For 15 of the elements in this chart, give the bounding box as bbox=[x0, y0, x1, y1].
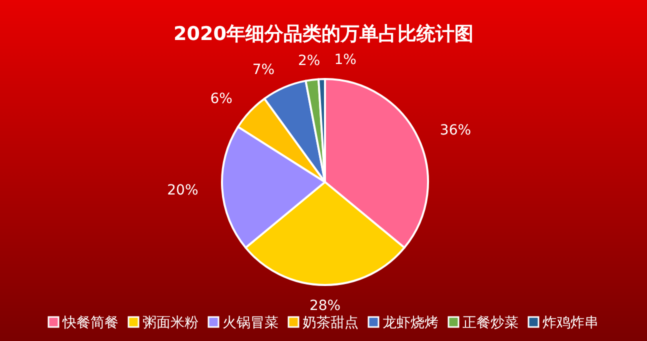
data-label: 2% bbox=[298, 52, 320, 69]
legend-label: 快餐简餐 bbox=[62, 315, 118, 331]
data-label: 28% bbox=[309, 298, 341, 314]
legend-label: 粥面米粉 bbox=[142, 315, 198, 331]
legend-label: 火锅冒菜 bbox=[222, 315, 278, 331]
data-label: 36% bbox=[440, 122, 472, 139]
legend-label: 炸鸡炸串 bbox=[542, 315, 598, 331]
data-label: 20% bbox=[167, 182, 198, 199]
data-label: 1% bbox=[334, 52, 356, 68]
legend-label: 正餐炒菜 bbox=[462, 315, 518, 331]
data-label: 7% bbox=[252, 62, 275, 78]
legend-label: 奶茶甜点 bbox=[302, 315, 358, 331]
data-label: 6% bbox=[210, 90, 232, 107]
chart-title: 2020年细分品类的万单占比统计图 bbox=[174, 23, 474, 45]
legend-label: 龙虾烧烤 bbox=[382, 315, 438, 331]
